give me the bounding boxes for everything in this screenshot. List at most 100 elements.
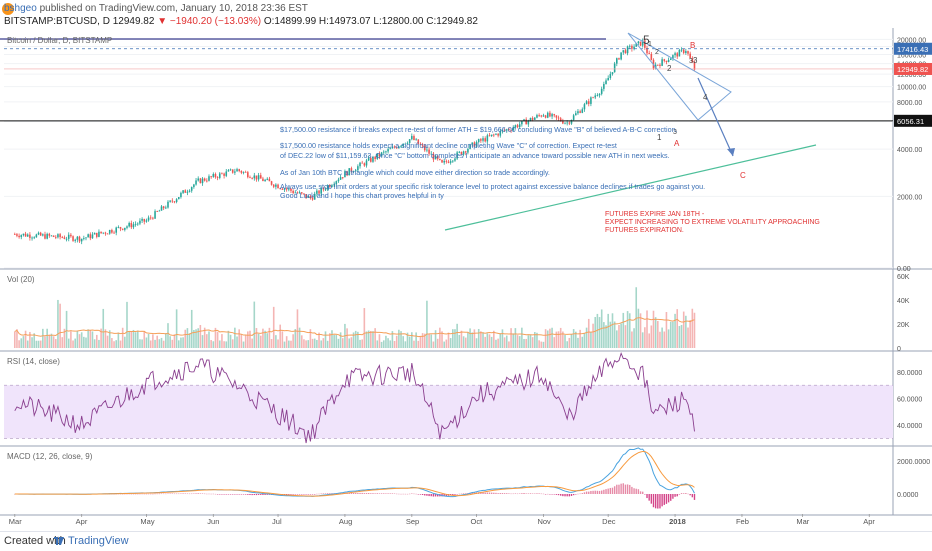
candle-body bbox=[117, 227, 120, 228]
volume-bar bbox=[464, 337, 467, 348]
macd-histogram-bar bbox=[247, 494, 249, 495]
volume-bar bbox=[376, 340, 379, 348]
macd-histogram-bar bbox=[147, 493, 150, 495]
publisher-link[interactable]: bshgeo bbox=[4, 3, 37, 14]
volume-bar bbox=[387, 338, 389, 348]
macd-histogram-bar bbox=[208, 493, 210, 495]
tradingview-brand-link[interactable]: TradingView bbox=[68, 535, 129, 547]
macd-histogram-bar bbox=[544, 494, 547, 495]
macd-histogram-bar bbox=[603, 489, 605, 494]
volume-bar bbox=[514, 328, 517, 348]
macd-histogram-bar bbox=[486, 492, 489, 494]
macd-pane-title: MACD (12, 26, close, 9) bbox=[7, 452, 93, 461]
candle-body bbox=[475, 142, 478, 147]
volume-bar bbox=[654, 317, 657, 348]
candle-body bbox=[447, 161, 450, 163]
macd-histogram-bar bbox=[583, 492, 586, 494]
avatar[interactable] bbox=[2, 3, 14, 15]
candle-body bbox=[659, 64, 661, 66]
candle-body bbox=[18, 235, 20, 238]
volume-bar bbox=[458, 334, 461, 348]
chart-background bbox=[0, 28, 932, 531]
volume-bar bbox=[253, 301, 256, 348]
macd-histogram-bar bbox=[510, 493, 512, 495]
candle-body bbox=[266, 178, 269, 180]
volume-bar bbox=[184, 329, 187, 348]
volume-bar bbox=[352, 332, 355, 348]
volume-bar bbox=[95, 334, 98, 348]
macd-histogram-bar bbox=[357, 493, 359, 494]
macd-histogram-bar bbox=[387, 493, 389, 494]
macd-histogram-bar bbox=[188, 493, 191, 495]
chart-canvas[interactable]: 20000.00 1 8000.00 16000.00 1 4000.00 12000.00… bbox=[0, 28, 932, 531]
candle-body bbox=[272, 184, 275, 187]
volume-bar bbox=[516, 335, 519, 348]
macd-histogram-bar bbox=[376, 493, 378, 494]
candle-body bbox=[469, 144, 471, 149]
volume-bar bbox=[89, 330, 92, 348]
macd-histogram-bar bbox=[588, 491, 590, 494]
macd-histogram-bar bbox=[262, 494, 264, 496]
volume-bar bbox=[669, 321, 672, 348]
candle-body bbox=[22, 233, 25, 236]
macd-histogram-bar bbox=[620, 483, 622, 494]
volume-bar bbox=[124, 336, 126, 348]
candle-body bbox=[600, 88, 603, 94]
macd-histogram-bar bbox=[629, 484, 631, 494]
candle-body bbox=[124, 227, 126, 230]
macd-histogram-bar bbox=[618, 484, 620, 494]
volume-bar bbox=[87, 329, 89, 348]
tradingview-logo-icon bbox=[54, 537, 64, 545]
macd-histogram-bar bbox=[225, 494, 227, 495]
volume-bar bbox=[309, 329, 312, 348]
macd-histogram-bar bbox=[292, 494, 294, 495]
macd-histogram-bar bbox=[370, 493, 372, 494]
price-label: 12949.82 bbox=[897, 65, 928, 74]
volume-bar bbox=[447, 332, 450, 348]
candle-body bbox=[372, 156, 374, 162]
macd-histogram-bar bbox=[156, 493, 158, 495]
macd-histogram-bar bbox=[301, 494, 303, 495]
volume-bar bbox=[611, 313, 614, 348]
candle-body bbox=[611, 72, 614, 75]
price-label-box bbox=[894, 114, 932, 127]
volume-bar bbox=[432, 341, 435, 348]
candle-body bbox=[309, 195, 312, 199]
volume-bar bbox=[583, 333, 586, 348]
candle-body bbox=[426, 149, 428, 151]
candle-body bbox=[549, 112, 551, 117]
volume-bar bbox=[210, 340, 212, 348]
macd-histogram-bar bbox=[437, 494, 439, 497]
candle-body bbox=[458, 151, 461, 153]
volume-bar bbox=[218, 340, 221, 348]
volume-bar bbox=[689, 320, 691, 348]
price-label: 17416.43 bbox=[897, 45, 928, 54]
candle-body bbox=[225, 171, 228, 176]
volume-bar bbox=[169, 336, 171, 348]
candle-body bbox=[471, 142, 474, 145]
candle-body bbox=[229, 169, 232, 171]
macd-histogram-bar bbox=[557, 494, 560, 496]
candle-body bbox=[242, 171, 245, 173]
time-tick-label: Apr bbox=[863, 517, 875, 526]
macd-histogram-bar bbox=[465, 493, 467, 494]
candle-body bbox=[408, 139, 411, 143]
volume-bar bbox=[262, 328, 264, 348]
candle-body bbox=[631, 45, 633, 49]
candle-body bbox=[85, 237, 87, 239]
volume-bar bbox=[117, 332, 120, 348]
volume-bar bbox=[572, 329, 575, 348]
macd-histogram-bar bbox=[659, 494, 661, 509]
candle-body bbox=[393, 146, 396, 148]
volume-bar bbox=[180, 337, 182, 348]
macd-histogram-bar bbox=[355, 493, 357, 494]
time-tick-label: Apr bbox=[76, 517, 88, 526]
volume-bar bbox=[385, 335, 387, 348]
candle-body bbox=[376, 153, 379, 160]
candle-body bbox=[167, 201, 169, 208]
candle-body bbox=[583, 104, 586, 110]
candle-body bbox=[270, 181, 273, 185]
volume-bar bbox=[609, 321, 612, 348]
candle-body bbox=[512, 127, 515, 131]
price-tick-label: 0.00 bbox=[897, 266, 911, 273]
